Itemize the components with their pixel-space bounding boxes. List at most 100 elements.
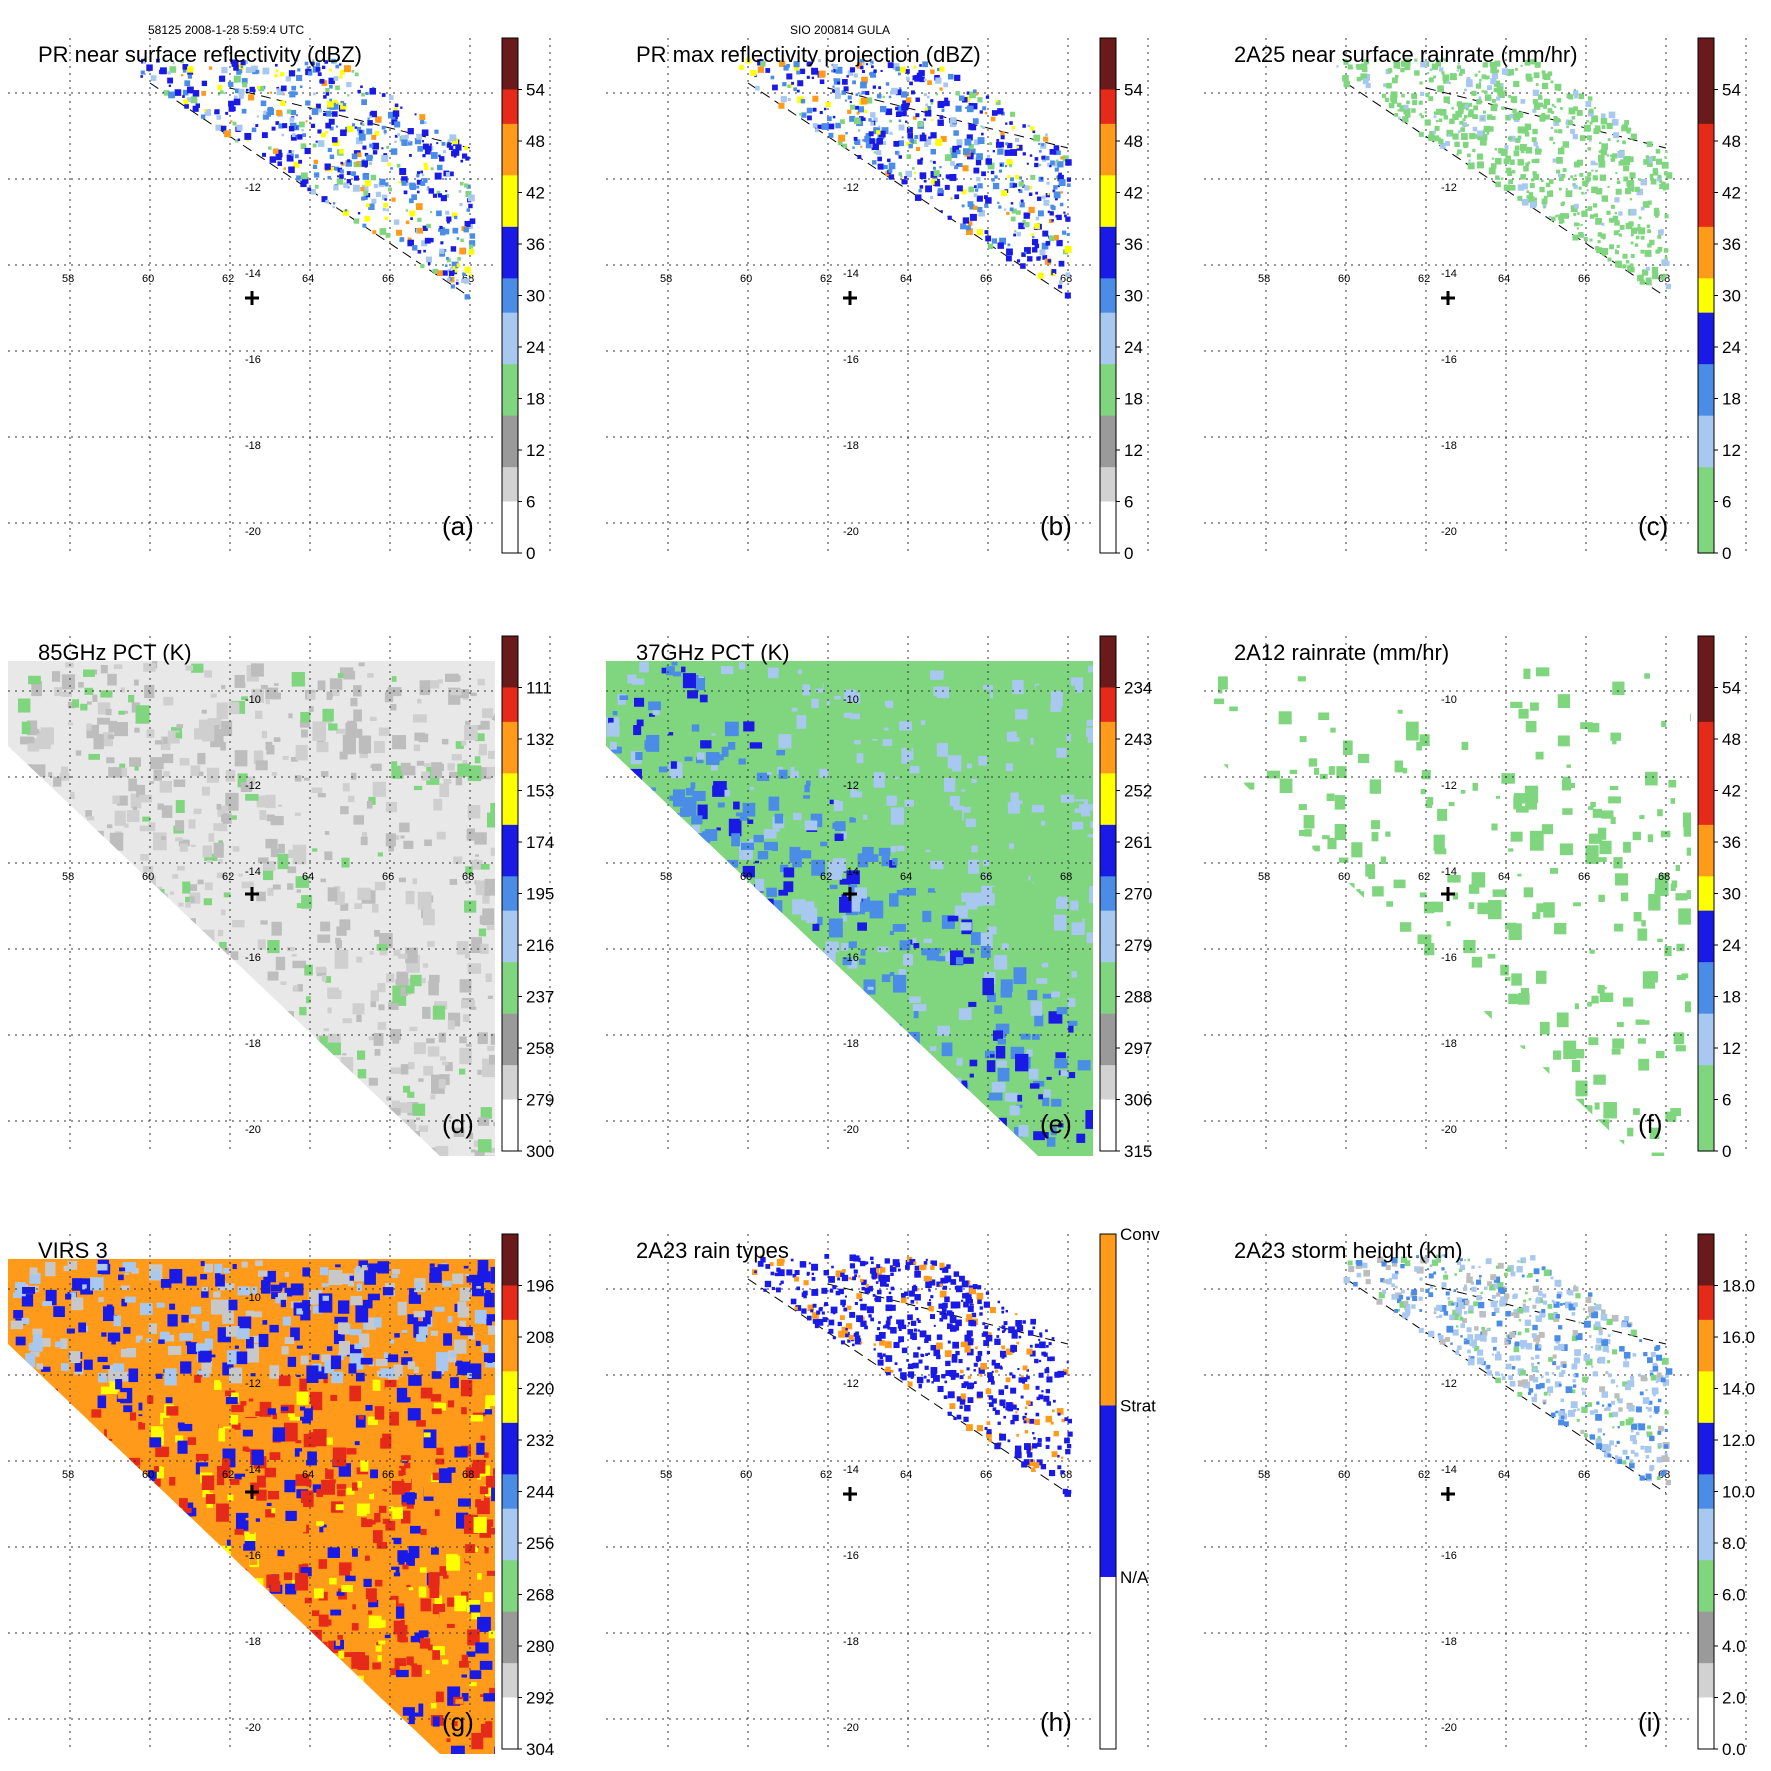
- data-pixel: [942, 768, 953, 777]
- data-pixel: [331, 137, 338, 143]
- data-pixel: [294, 58, 299, 62]
- data-pixel: [1623, 158, 1631, 165]
- data-pixel: [1048, 235, 1055, 242]
- data-pixel: [291, 671, 305, 687]
- data-pixel: [265, 794, 276, 809]
- data-pixel: [421, 240, 428, 247]
- data-pixel: [684, 756, 693, 762]
- data-pixel: [1598, 150, 1602, 153]
- data-pixel: [925, 103, 929, 107]
- data-pixel: [123, 1037, 128, 1040]
- data-pixel: [1678, 908, 1691, 925]
- colorbar-segment: [1698, 927, 1714, 946]
- data-pixel: [1006, 731, 1020, 742]
- data-pixel: [1068, 883, 1076, 891]
- data-pixel: [471, 1732, 484, 1750]
- data-pixel: [802, 684, 811, 696]
- data-pixel: [1524, 123, 1532, 130]
- data-pixel: [1642, 971, 1656, 989]
- data-pixel: [460, 159, 464, 163]
- data-pixel: [377, 1261, 390, 1274]
- colorbar-segment: [1698, 467, 1714, 485]
- data-pixel: [645, 1105, 656, 1118]
- data-pixel: [709, 1088, 721, 1105]
- data-pixel: [140, 974, 145, 980]
- data-pixel: [256, 115, 260, 118]
- data-pixel: [31, 1020, 37, 1028]
- data-pixel: [634, 862, 641, 873]
- data-pixel: [294, 1410, 304, 1417]
- data-pixel: [1332, 1004, 1342, 1016]
- data-pixel: [680, 1060, 694, 1072]
- data-pixel: [1004, 903, 1009, 910]
- data-pixel: [1299, 736, 1307, 743]
- data-pixel: [1524, 60, 1531, 66]
- data-pixel: [212, 1651, 221, 1659]
- data-pixel: [909, 760, 917, 769]
- data-pixel: [247, 94, 255, 101]
- data-pixel: [342, 734, 356, 755]
- data-pixel: [812, 59, 815, 62]
- data-pixel: [442, 270, 448, 276]
- data-pixel: [1333, 1004, 1341, 1009]
- data-pixel: [306, 1480, 312, 1487]
- data-pixel: [130, 793, 140, 801]
- data-pixel: [185, 1102, 197, 1115]
- data-pixel: [1580, 722, 1593, 730]
- data-pixel: [373, 142, 377, 146]
- data-pixel: [923, 938, 933, 944]
- colorbar-segment: [1100, 518, 1116, 537]
- data-pixel: [356, 1554, 365, 1561]
- data-pixel: [997, 1038, 1006, 1045]
- data-pixel: [21, 998, 26, 1001]
- data-pixel: [213, 1108, 219, 1116]
- data-pixel: [167, 1133, 181, 1150]
- data-pixel: [26, 1366, 32, 1373]
- data-pixel: [1591, 186, 1598, 194]
- data-pixel: [1007, 802, 1021, 814]
- data-pixel: [405, 209, 408, 212]
- data-pixel: [255, 710, 263, 720]
- data-pixel: [363, 225, 367, 228]
- data-pixel: [1247, 978, 1257, 992]
- data-pixel: [135, 705, 150, 724]
- data-pixel: [931, 118, 934, 121]
- data-pixel: [182, 89, 189, 96]
- data-pixel: [265, 687, 279, 700]
- data-pixel: [464, 725, 478, 741]
- data-pixel: [409, 1151, 418, 1156]
- data-pixel: [1358, 891, 1365, 900]
- data-pixel: [346, 179, 352, 184]
- data-pixel: [1479, 138, 1487, 146]
- data-pixel: [1614, 197, 1620, 203]
- data-pixel: [325, 92, 330, 96]
- data-pixel: [804, 1151, 816, 1156]
- data-pixel: [1082, 951, 1087, 957]
- data-pixel: [985, 158, 992, 165]
- data-pixel: [486, 1570, 495, 1576]
- colorbar-segment: [1698, 381, 1714, 400]
- data-pixel: [726, 1101, 740, 1120]
- data-pixel: [142, 60, 146, 64]
- data-pixel: [813, 676, 823, 689]
- data-pixel: [1535, 970, 1547, 984]
- colorbar-segment: [502, 996, 518, 1015]
- data-pixel: [887, 158, 891, 163]
- data-pixel: [1601, 222, 1605, 226]
- data-pixel: [456, 237, 460, 240]
- data-pixel: [1016, 728, 1027, 738]
- data-pixel: [1000, 979, 1013, 993]
- data-pixel: [109, 1547, 120, 1556]
- data-pixel: [719, 994, 728, 1000]
- data-pixel: [762, 995, 770, 1004]
- data-pixel: [1010, 111, 1016, 117]
- data-pixel: [385, 833, 396, 847]
- data-pixel: [1561, 779, 1572, 791]
- data-pixel: [1058, 179, 1066, 187]
- data-pixel: [95, 1706, 109, 1720]
- data-pixel: [405, 985, 415, 994]
- data-pixel: [881, 127, 889, 135]
- colorbar-segment: [502, 226, 518, 245]
